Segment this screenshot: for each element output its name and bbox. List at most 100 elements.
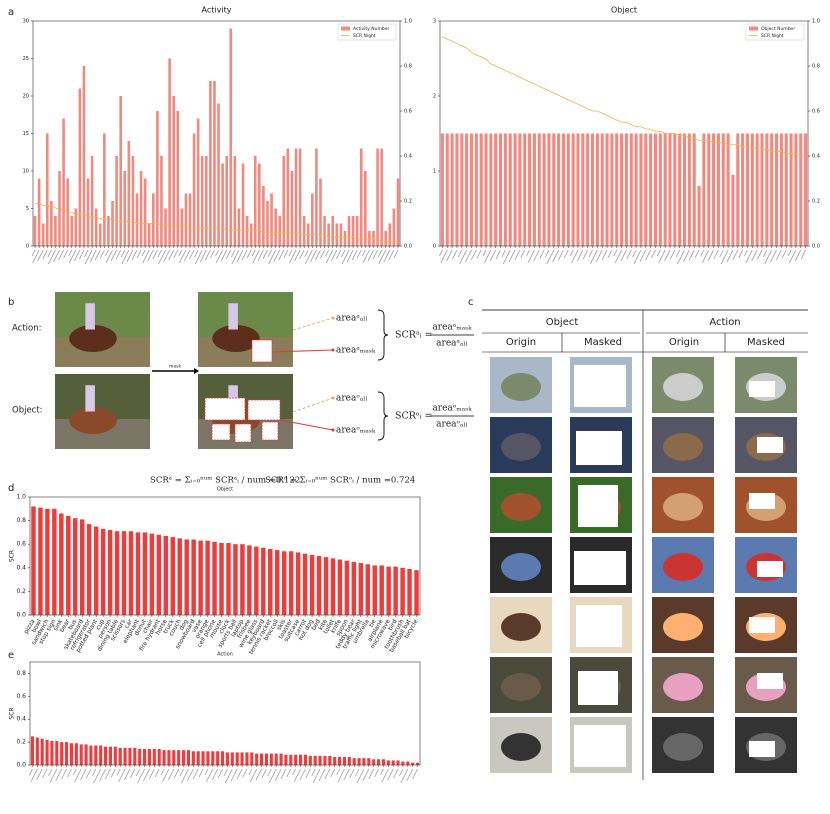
mask-label: mask: [169, 364, 181, 370]
bar: [149, 533, 155, 615]
bar: [142, 532, 148, 615]
y2-tick-label: 0.8: [404, 64, 412, 70]
bar: [264, 753, 268, 765]
x-label-glyphs: [286, 768, 292, 778]
bar: [528, 133, 532, 246]
bar: [298, 148, 302, 246]
bar: [393, 566, 398, 615]
y-tick-label: 0.0: [16, 612, 26, 619]
bar: [804, 133, 808, 246]
bar: [79, 744, 83, 765]
bar: [302, 216, 306, 246]
x-label-glyphs: [318, 768, 326, 782]
formula-lhs: SCRᵃᵢ =: [395, 330, 433, 341]
bar: [240, 544, 245, 615]
x-label-glyphs: [362, 768, 370, 782]
bar: [726, 133, 730, 246]
x-label-glyphs: [68, 249, 77, 264]
bar: [380, 148, 383, 246]
bar: [581, 133, 585, 246]
bar: [279, 753, 283, 765]
bar: [323, 755, 327, 765]
bar: [335, 223, 339, 246]
bar: [240, 752, 244, 765]
line-series: [35, 202, 398, 242]
x-label-glyphs: [178, 249, 183, 257]
bar: [595, 133, 599, 246]
x-label-glyphs: [744, 249, 748, 257]
bar: [216, 751, 220, 765]
x-label-glyphs: [124, 768, 131, 781]
bar: [107, 530, 113, 615]
x-label-glyphs: [154, 768, 160, 778]
bar: [284, 754, 288, 765]
plot-frame: [29, 496, 421, 616]
formula: SCRᵒ = Σᵢ₌₀ⁿᵘᵐ SCRᵒᵢ / num =0.724: [265, 476, 415, 486]
x-label-glyphs: [47, 249, 52, 258]
bar: [288, 551, 294, 615]
bar: [177, 750, 181, 765]
x-label-glyphs: [800, 249, 806, 260]
x-label-glyphs: [620, 249, 627, 262]
bar: [138, 748, 142, 765]
x-label-glyphs: [194, 249, 203, 265]
x-label-glyphs: [160, 768, 165, 776]
x-label-glyphs: [105, 249, 113, 264]
bar: [358, 563, 364, 615]
bar: [379, 565, 384, 615]
bar: [351, 216, 355, 246]
bar: [440, 133, 444, 246]
x-label-glyphs: [55, 768, 63, 782]
mask-region: [576, 605, 622, 647]
x-label-glyphs: [726, 249, 734, 263]
x-label-glyphs: [274, 768, 282, 782]
x-tick-label: bird: [387, 618, 399, 632]
bar: [196, 118, 200, 246]
x-label-glyphs: [613, 249, 618, 257]
x-label-glyphs: [387, 768, 394, 781]
y-tick-label: 0.6: [16, 693, 26, 700]
bar: [60, 742, 64, 765]
x-label-glyphs: [393, 249, 399, 259]
y-tick-label: 0.4: [16, 564, 26, 571]
bar: [479, 133, 483, 246]
group-header: Action: [709, 317, 740, 328]
row-label: Action:: [12, 324, 41, 334]
bar: [460, 133, 464, 246]
bar: [250, 752, 254, 765]
bar: [328, 755, 332, 765]
y-tick-label: 1.0: [16, 494, 26, 501]
bar: [30, 736, 34, 765]
bar: [121, 531, 127, 615]
bar: [561, 133, 566, 246]
x-label-glyphs: [241, 249, 248, 261]
x-label-glyphs: [86, 768, 92, 779]
bar: [172, 96, 175, 246]
x-label-glyphs: [179, 768, 184, 777]
bar: [333, 756, 337, 765]
x-label-glyphs: [167, 768, 175, 781]
mask-region: [749, 381, 775, 397]
bar: [86, 524, 92, 615]
bar: [119, 96, 122, 246]
x-label-glyphs: [694, 249, 700, 259]
bar: [629, 133, 633, 246]
brace: [377, 309, 389, 361]
column-header: Masked: [584, 337, 622, 348]
bar: [372, 565, 377, 615]
x-label-glyphs: [205, 249, 211, 261]
photo-subject: [663, 433, 703, 461]
bar: [38, 507, 43, 615]
bar: [180, 208, 184, 246]
x-label-glyphs: [162, 768, 170, 783]
bar: [131, 156, 135, 246]
x-label-glyphs: [305, 768, 311, 779]
bar: [319, 178, 322, 246]
bar: [678, 133, 682, 246]
y2-tick-label: 0.2: [812, 199, 820, 205]
x-label-glyphs: [738, 249, 743, 259]
bar: [55, 740, 59, 765]
pointer: [279, 419, 334, 431]
x-label-glyphs: [406, 768, 414, 782]
photo-subject: [663, 733, 703, 761]
